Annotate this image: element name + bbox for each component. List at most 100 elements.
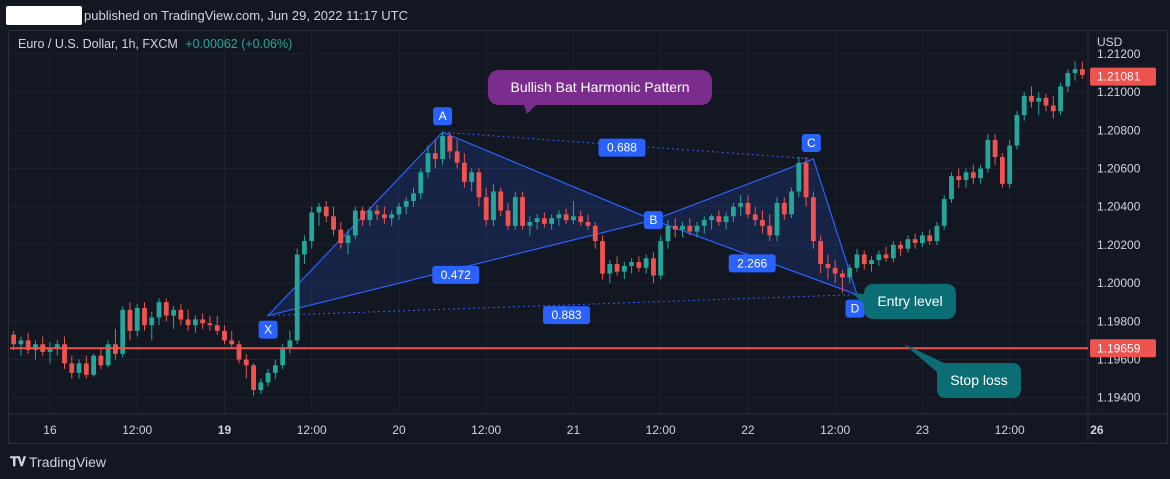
candle-body: [1029, 95, 1034, 102]
candle-body: [222, 330, 227, 341]
candle-body: [781, 202, 787, 215]
candle-body: [585, 222, 591, 226]
pattern-point-d-box: [845, 299, 865, 318]
candle-body: [1072, 69, 1078, 74]
candle-body: [360, 210, 366, 221]
pattern-point-a-box: [433, 107, 453, 126]
symbol-change: +0.00062 (+0.06%): [185, 37, 293, 51]
candle-body: [847, 267, 853, 278]
candle-body: [789, 191, 794, 215]
candle-body: [149, 317, 155, 326]
candle-body: [1058, 86, 1063, 112]
footer[interactable]: 𝐓𝐕 TradingView: [10, 454, 106, 470]
candle-body: [709, 216, 714, 221]
pattern-point-b-box: [643, 211, 663, 230]
y-tick-label: 1.20200: [1097, 238, 1141, 252]
candle-body: [505, 210, 511, 226]
candle-body: [578, 216, 584, 222]
candle-body: [760, 220, 765, 226]
symbol-name: Euro / U.S. Dollar, 1h, FXCM: [18, 37, 178, 51]
callout-text: Bullish Bat Harmonic Pattern: [511, 79, 690, 95]
pattern-point-c-box: [801, 133, 821, 152]
candle-body: [912, 239, 918, 244]
candle-body: [920, 235, 925, 244]
x-tick-label: 23: [916, 423, 930, 437]
chart-frame: [8, 30, 1168, 444]
candle-body: [76, 363, 82, 373]
time-axis[interactable]: 16 12:00 19 12:00 20 12:00 21 12:00 22 12:00 23 12:…: [43, 423, 1104, 437]
candle-body: [403, 200, 409, 207]
candle-body: [636, 262, 642, 268]
candle-body: [163, 302, 169, 316]
price-label: 1.19659: [1097, 341, 1141, 355]
footer-brand: TradingView: [29, 454, 107, 470]
candle-body: [1079, 69, 1085, 75]
tradingview-logo-icon: 𝐓𝐕: [10, 454, 26, 469]
x-tick-label: 12:00: [471, 423, 501, 437]
candle-body: [999, 157, 1005, 184]
y-tick-label: 1.19800: [1097, 314, 1141, 328]
candle-body: [374, 210, 380, 215]
currency-label: USD: [1097, 35, 1123, 49]
candle-body: [890, 244, 896, 259]
candle-body: [367, 210, 373, 221]
candle-body: [621, 265, 627, 272]
candle-body: [25, 340, 31, 350]
candle-body: [214, 325, 220, 331]
candle-body: [767, 225, 773, 236]
candle-body: [629, 262, 635, 266]
candle-body: [352, 210, 358, 236]
candle-body: [556, 214, 562, 219]
candle-body: [774, 202, 780, 236]
candle-body: [258, 382, 264, 391]
candle-body: [563, 214, 569, 221]
candle-body: [229, 340, 235, 345]
x-tick-label: 21: [567, 423, 581, 437]
candle-body: [1007, 145, 1013, 184]
candle-body: [905, 239, 911, 249]
candle-body: [840, 273, 845, 278]
candle-body: [454, 151, 460, 163]
candle-body: [883, 254, 889, 259]
candle-body: [476, 172, 482, 198]
ratio-label-box: [728, 254, 776, 273]
candle-body: [302, 241, 307, 255]
candle-body: [600, 241, 605, 274]
candle-body: [243, 359, 249, 366]
candle-body: [309, 212, 315, 242]
candle-body: [1036, 97, 1042, 102]
candle-body: [745, 202, 751, 215]
candle-body: [251, 365, 256, 391]
x-tick-label: 16: [43, 423, 57, 437]
candle-body: [643, 258, 649, 268]
candle-body: [810, 197, 816, 242]
candle-body: [651, 258, 656, 276]
candle-body: [614, 264, 620, 272]
candle-body: [534, 218, 540, 222]
entry-note-bubble: [852, 284, 956, 319]
candle-body: [963, 172, 969, 180]
candle-body: [832, 267, 838, 274]
candle-body: [927, 235, 933, 242]
candle-body: [432, 153, 438, 159]
candle-body: [98, 355, 104, 366]
candle-body: [498, 191, 504, 211]
candle-body: [665, 225, 671, 242]
candle-body: [396, 206, 402, 215]
candle-body: [571, 216, 576, 221]
candle-body: [978, 168, 983, 179]
ratio-label: 0.883: [552, 308, 582, 322]
candle-body: [970, 172, 976, 179]
candle-body: [672, 225, 678, 230]
candle-body: [1050, 105, 1056, 112]
candle-body: [345, 235, 351, 244]
candle-body: [658, 241, 664, 276]
x-tick-label: 12:00: [297, 423, 327, 437]
candle-body: [818, 241, 824, 265]
symbol-legend[interactable]: Euro / U.S. Dollar, 1h, FXCM +0.00062 (+…: [18, 37, 292, 51]
x-tick-label: 20: [392, 423, 406, 437]
annotations: X A B C D 0.688 0.472 2.266 0.883 Bullish Bat Har…: [258, 70, 1021, 398]
candle-body: [1021, 95, 1027, 116]
